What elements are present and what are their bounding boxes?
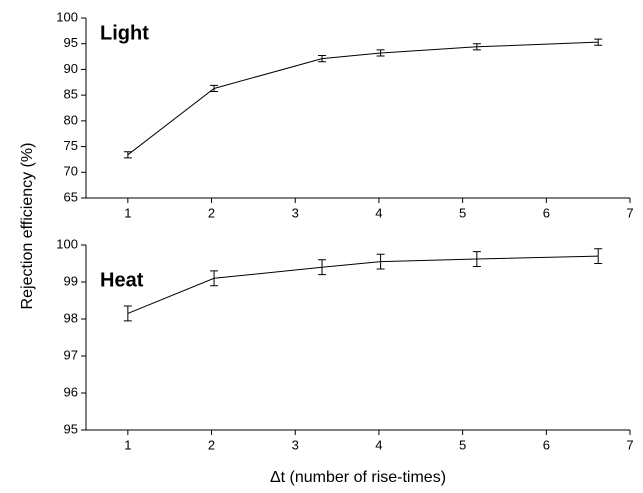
y-tick-label: 80 [64,112,78,127]
x-tick-label: 1 [124,437,131,452]
error-bar [210,84,219,93]
y-tick-label: 85 [64,87,78,102]
x-tick-label: 5 [459,437,466,452]
data-line [127,41,599,156]
y-tick-label: 99 [64,273,78,288]
y-tick-label: 100 [56,9,78,24]
x-tick-label: 7 [626,437,633,452]
x-tick-label: 5 [459,205,466,220]
error-bar [376,253,385,270]
x-tick-label: 3 [292,437,299,452]
panel-label: Light [100,22,149,44]
x-axis-label: Δt (number of rise-times) [270,469,446,486]
x-tick-label: 2 [208,437,215,452]
error-bar [123,151,132,159]
error-bar [472,43,481,51]
y-tick-label: 70 [64,164,78,179]
x-tick-label: 6 [543,205,550,220]
y-tick-label: 100 [56,236,78,251]
error-bar [318,55,327,63]
x-tick-label: 3 [292,205,299,220]
error-bar [318,259,327,276]
x-tick-label: 4 [375,437,382,452]
error-bar [210,270,219,287]
error-bar [376,49,385,57]
y-tick-label: 95 [64,35,78,50]
y-tick-label: 98 [64,310,78,325]
y-tick-label: 96 [64,384,78,399]
data-line [127,255,599,314]
panel-label: Heat [100,269,144,291]
error-bar [123,305,132,322]
error-bar [594,38,603,46]
y-tick-label: 97 [64,347,78,362]
y-tick-label: 65 [64,189,78,204]
error-bar [472,251,481,267]
x-tick-label: 6 [543,437,550,452]
x-tick-label: 4 [375,205,382,220]
x-tick-label: 2 [208,205,215,220]
y-tick-label: 95 [64,421,78,436]
y-tick-label: 75 [64,138,78,153]
y-axis-label: Rejection efficiency (%) [19,143,36,310]
y-tick-label: 90 [64,61,78,76]
x-tick-label: 1 [124,205,131,220]
x-tick-label: 7 [626,205,633,220]
error-bar [594,248,603,264]
